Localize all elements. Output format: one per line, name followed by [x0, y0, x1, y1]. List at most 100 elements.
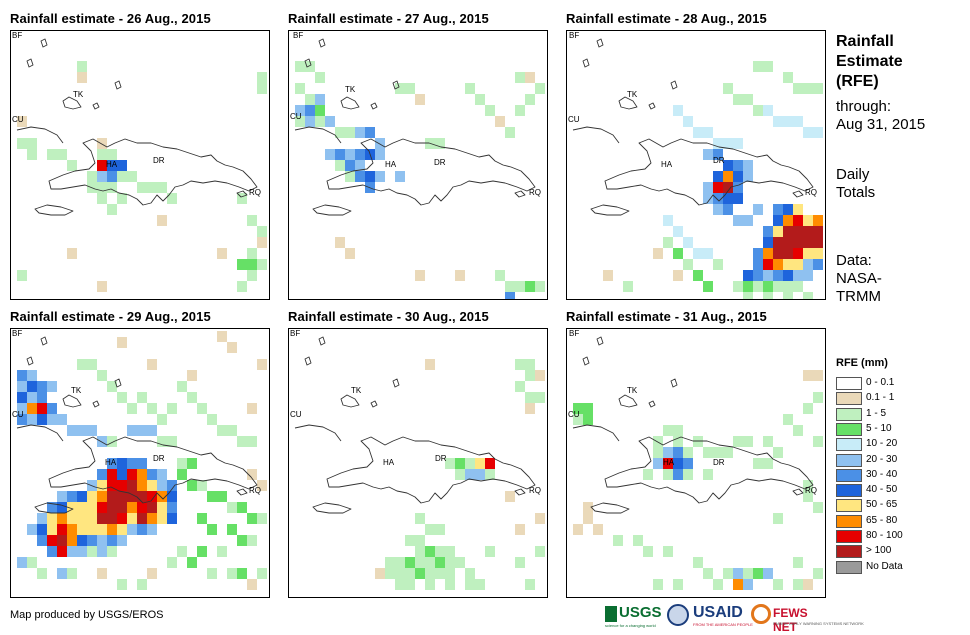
rainfall-cell — [783, 414, 793, 425]
rainfall-cell — [763, 61, 773, 72]
rainfall-cell — [365, 127, 375, 138]
rainfall-cell — [485, 469, 495, 480]
rainfall-cell — [97, 436, 107, 447]
rainfall-cell — [107, 381, 117, 392]
rainfall-cell — [345, 171, 355, 182]
rainfall-cell — [147, 425, 157, 436]
rainfall-cell — [77, 546, 87, 557]
rainfall-cell — [207, 414, 217, 425]
legend-swatch — [836, 499, 862, 513]
coastline-path — [596, 336, 604, 346]
coastline-path — [114, 80, 122, 90]
rainfall-cell — [247, 403, 257, 414]
rainfall-cell — [793, 281, 803, 292]
rainfall-cell — [763, 226, 773, 237]
rainfall-cell — [813, 237, 823, 248]
rainfall-cell — [683, 458, 693, 469]
rainfall-cell — [733, 579, 743, 590]
rainfall-cell — [783, 270, 793, 281]
rainfall-cell — [27, 381, 37, 392]
rainfall-cell — [147, 524, 157, 535]
rainfall-cell — [743, 436, 753, 447]
rainfall-cell — [743, 270, 753, 281]
rainfall-cell — [763, 237, 773, 248]
coastline-path — [572, 126, 620, 144]
coastline-path — [370, 102, 378, 110]
rainfall-cell — [763, 270, 773, 281]
coastline-path — [670, 80, 678, 90]
rainfall-cell — [207, 491, 217, 502]
rainfall-cell — [783, 248, 793, 259]
rainfall-cell — [47, 546, 57, 557]
rainfall-cell — [167, 557, 177, 568]
coastline-path — [370, 400, 378, 408]
rainfall-cell — [723, 182, 733, 193]
rainfall-cell — [305, 116, 315, 127]
rainfall-cell — [515, 557, 525, 568]
rainfall-cell — [257, 513, 267, 524]
rainfall-cell — [237, 436, 247, 447]
rainfall-cell — [167, 480, 177, 491]
rainfall-cell — [813, 502, 823, 513]
rainfall-cell — [673, 425, 683, 436]
data-source-line: TRMM — [836, 288, 881, 305]
rainfall-cell — [713, 138, 723, 149]
rainfall-cell — [167, 491, 177, 502]
coastline-path — [92, 400, 100, 408]
place-label: CU — [568, 410, 580, 419]
rainfall-cell — [415, 557, 425, 568]
rainfall-cell — [355, 160, 365, 171]
rainfall-cell — [653, 447, 663, 458]
rainfall-cell — [157, 469, 167, 480]
island-outline — [294, 336, 536, 514]
rainfall-cell — [465, 83, 475, 94]
rainfall-cell — [325, 116, 335, 127]
rainfall-cell — [713, 182, 723, 193]
rainfall-cell — [227, 342, 237, 353]
rainfall-cell — [305, 61, 315, 72]
rainfall-cell — [653, 458, 663, 469]
rainfall-cell — [247, 248, 257, 259]
rainfall-cell — [257, 72, 267, 83]
rainfall-cell — [345, 127, 355, 138]
coastline-path — [16, 126, 64, 144]
map-frame: BF TK CU HA DR RQ — [288, 328, 548, 598]
rainfall-cell — [147, 502, 157, 513]
rainfall-cell — [157, 182, 167, 193]
rainfall-cell — [345, 149, 355, 160]
rainfall-cell — [57, 535, 67, 546]
rainfall-cell — [117, 337, 127, 348]
rainfall-grid — [289, 329, 547, 597]
rainfall-cell — [683, 469, 693, 480]
rainfall-cell — [177, 381, 187, 392]
rainfall-cell — [673, 579, 683, 590]
rainfall-cell — [97, 138, 107, 149]
rainfall-cell — [495, 270, 505, 281]
coastline-path — [340, 394, 360, 408]
rainfall-cell — [733, 94, 743, 105]
coastline-path — [792, 488, 804, 496]
rainfall-cell — [47, 149, 57, 160]
coastline-path — [340, 96, 360, 110]
coastline-path — [114, 378, 122, 388]
coastline-path — [312, 502, 352, 514]
rainfall-cell — [107, 513, 117, 524]
rainfall-cell — [57, 149, 67, 160]
rainfall-cell — [535, 513, 545, 524]
coastline-path — [514, 488, 526, 496]
rainfall-cell — [27, 149, 37, 160]
rainfall-cell — [773, 259, 783, 270]
rainfall-cell — [653, 248, 663, 259]
rainfall-cell — [425, 546, 435, 557]
rainfall-cell — [27, 414, 37, 425]
rainfall-cell — [583, 403, 593, 414]
rainfall-cell — [57, 524, 67, 535]
place-label: RQ — [249, 486, 261, 495]
usgs-logo-text: USGS — [619, 604, 662, 621]
legend-swatch — [836, 514, 862, 528]
rainfall-cell — [793, 215, 803, 226]
rainfall-cell — [763, 292, 773, 299]
rainfall-cell — [385, 557, 395, 568]
rainfall-cell — [515, 524, 525, 535]
rainfall-cell — [87, 491, 97, 502]
